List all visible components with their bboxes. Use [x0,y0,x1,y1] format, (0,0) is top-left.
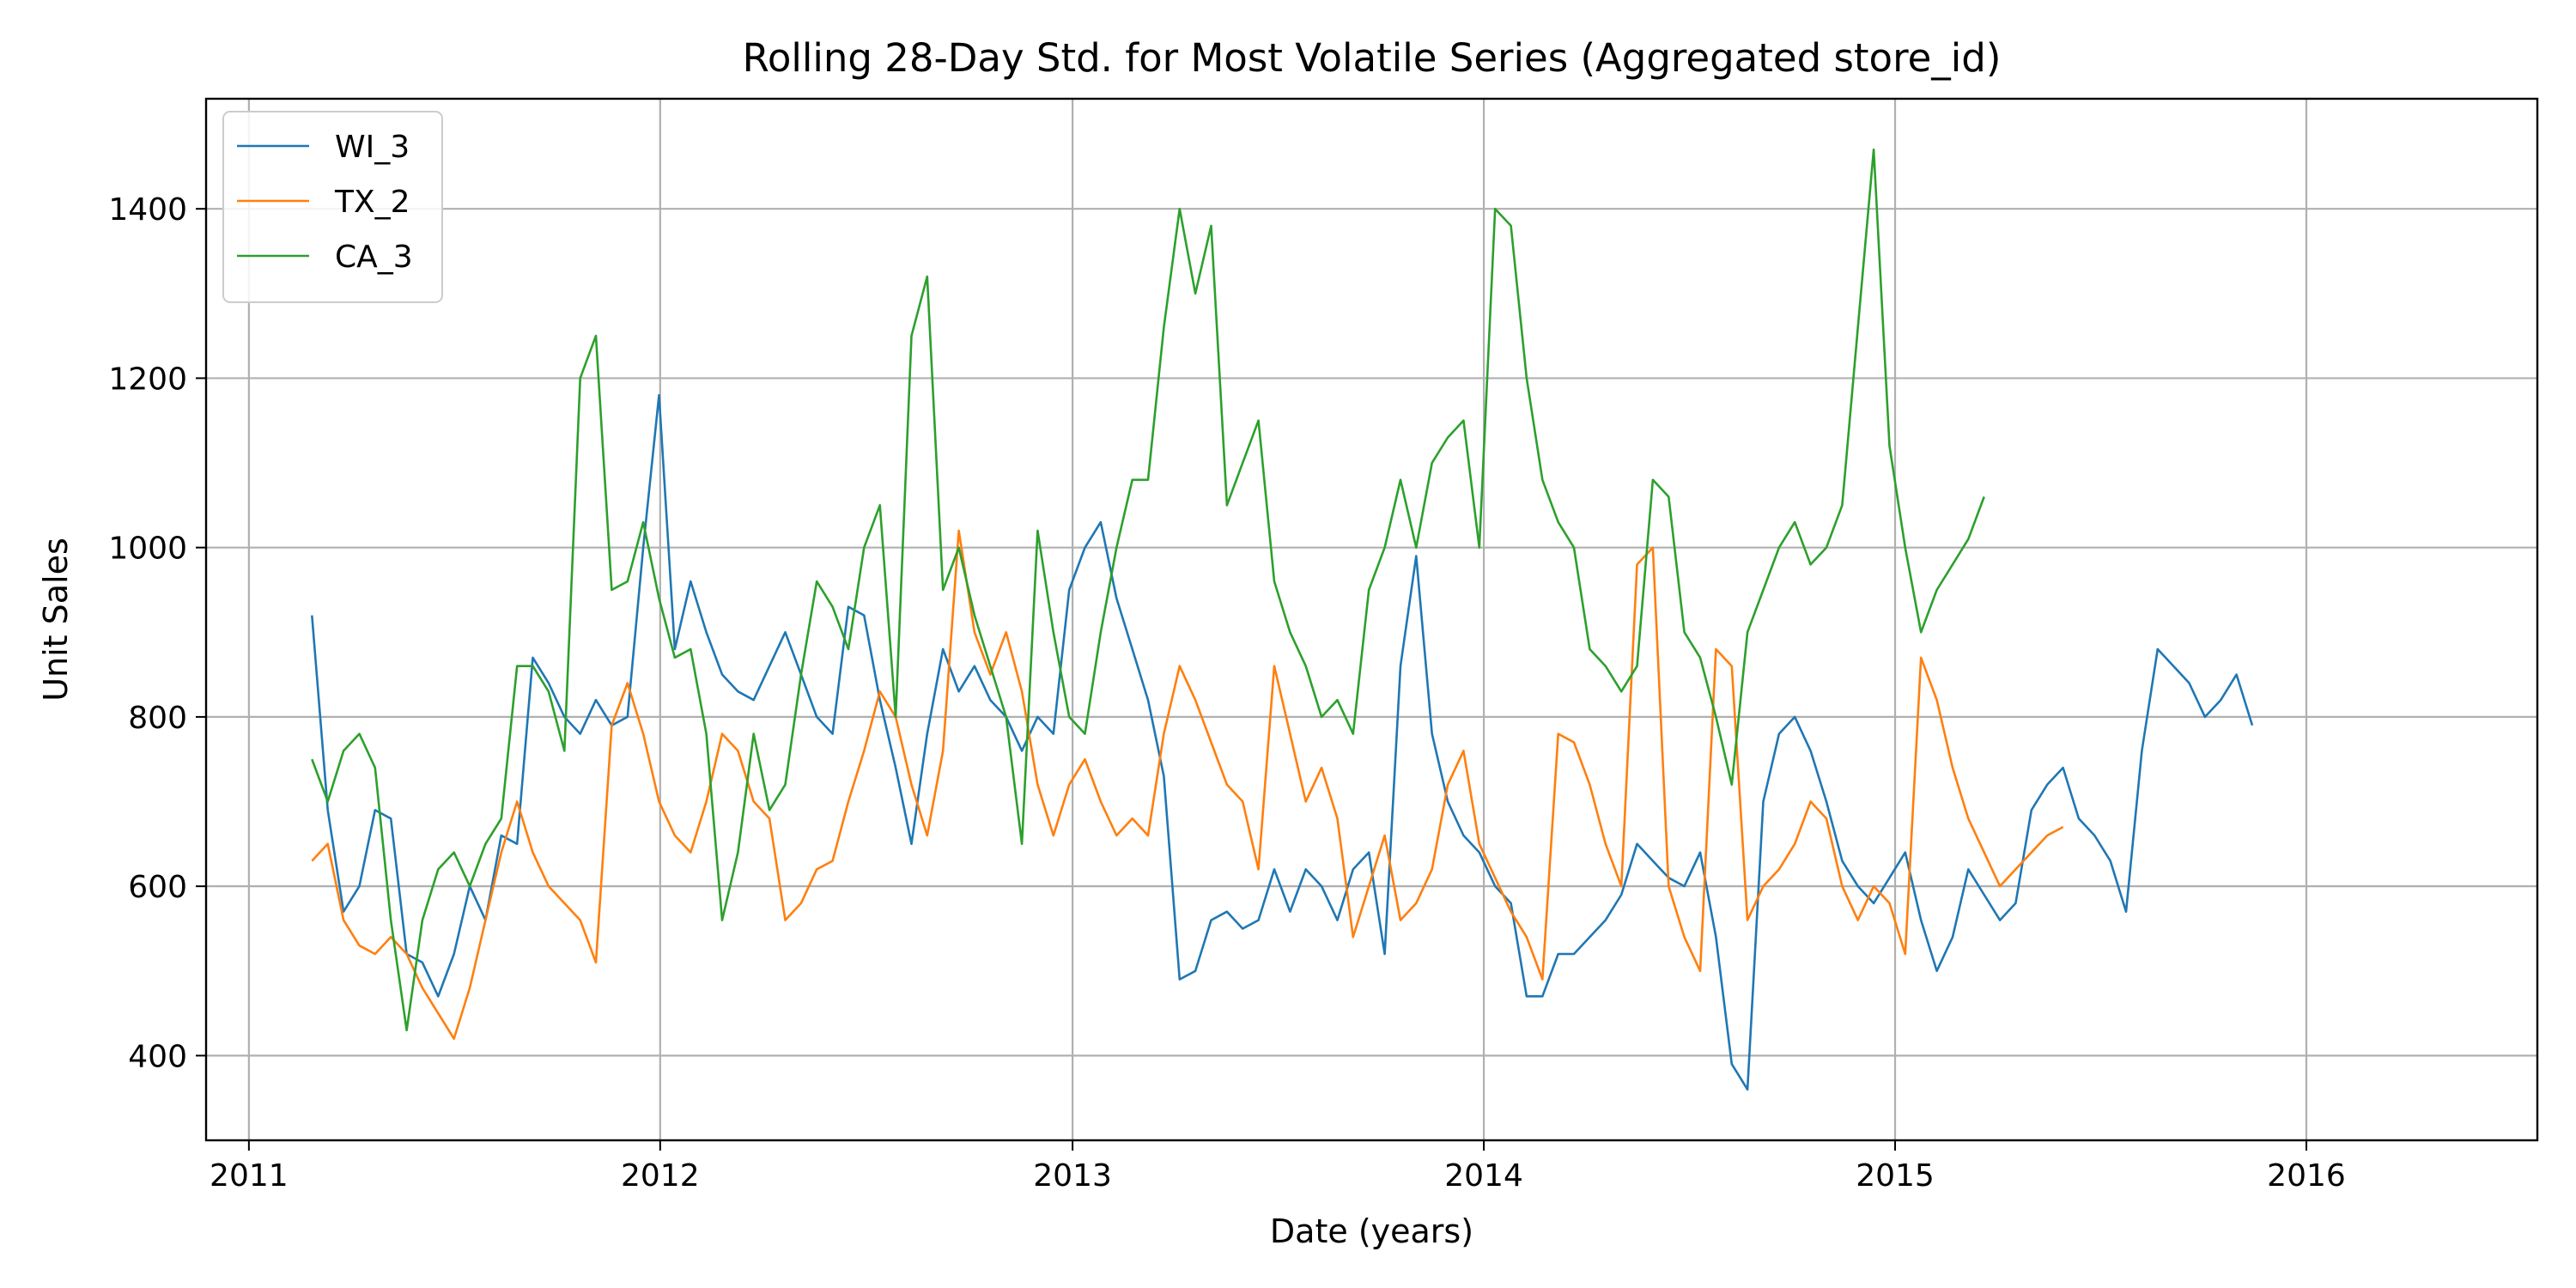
x-tick-label: 2015 [1856,1158,1935,1194]
legend-label: TX_2 [334,185,410,220]
series-line-ca-3 [311,148,1985,1032]
legend: WI_3 TX_2 CA_3 [222,111,443,303]
y-tick-label: 1200 [108,361,187,397]
chart-title: Rolling 28-Day Std. for Most Volatile Se… [743,35,2002,81]
x-tick-label: 2014 [1444,1158,1523,1194]
legend-label: CA_3 [335,240,413,275]
x-tick-label: 2016 [2267,1158,2346,1194]
axis-ticks: 2011 2012 2013 2014 2015 2016 400 600 800 1000 120… [108,192,2345,1194]
legend-box [222,111,443,303]
y-axis-label: Unit Sales [37,538,75,702]
plot-frame [204,97,2539,1142]
y-tick-label: 1400 [108,192,187,228]
x-tick-label: 2012 [621,1158,700,1194]
x-axis-label: Date (years) [1270,1212,1473,1250]
series-line-tx-2 [311,529,2064,1040]
series-line-wi-3 [311,393,2254,1091]
y-tick-label: 800 [128,701,187,736]
grid [206,99,2537,1140]
x-tick-label: 2011 [210,1158,289,1194]
y-tick-label: 600 [128,870,187,905]
y-tick-label: 400 [128,1039,187,1074]
y-tick-label: 1000 [108,532,187,567]
legend-label: WI_3 [335,130,410,165]
series-layer [311,148,2254,1091]
x-tick-label: 2013 [1033,1158,1112,1194]
